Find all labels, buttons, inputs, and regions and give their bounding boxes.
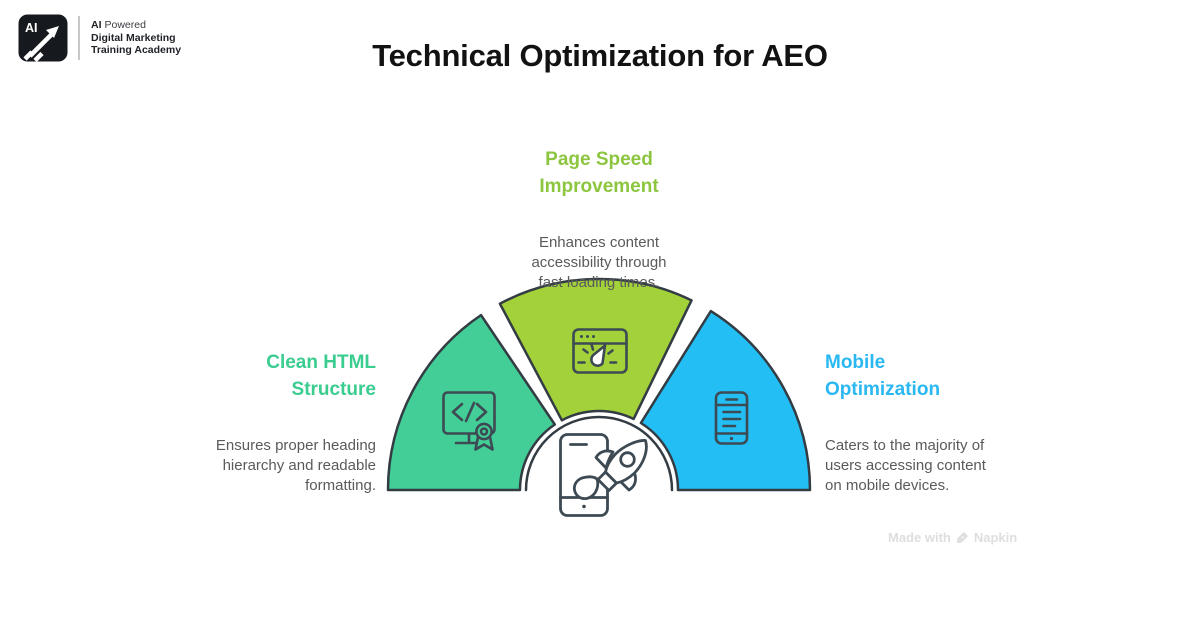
browser-speedometer-icon — [572, 328, 628, 374]
item-mobile: Mobile Optimization Caters to the majori… — [825, 331, 1045, 514]
watermark-prefix: Made with — [888, 530, 951, 545]
item-page-speed: Page Speed Improvement Enhances content … — [449, 128, 749, 311]
arrow-growth-icon: AI — [18, 14, 68, 62]
brand-text: AI Powered Digital Marketing Training Aca… — [91, 19, 181, 57]
brand-logo: AI AI Powered Digital Marketing Training … — [18, 14, 181, 62]
pen-icon — [956, 531, 968, 544]
item-desc-clean-html: Ensures proper heading hierarchy and rea… — [215, 437, 376, 494]
item-title-page-speed: Page Speed Improvement — [539, 149, 659, 197]
brand-line-3: Training Academy — [91, 44, 182, 57]
segment-mobile — [639, 309, 812, 492]
page-title: Technical Optimization for AEO — [372, 38, 828, 73]
code-certificate-icon — [442, 391, 496, 451]
napkin-watermark: Made with Napkin — [888, 530, 1017, 545]
item-desc-mobile: Caters to the majority of users accessin… — [825, 437, 986, 494]
segment-clean-html — [386, 313, 557, 492]
brand-divider — [78, 16, 80, 60]
brand-badge-text: AI — [25, 21, 38, 35]
brand-line-1: AI Powered — [91, 19, 181, 32]
phone-rocket-launch-icon — [559, 433, 648, 517]
segment-page-speed — [498, 277, 693, 422]
brand-ai-label: AI — [91, 19, 102, 32]
watermark-brand: Napkin — [973, 530, 1018, 545]
item-clean-html: Clean HTML Structure Ensures proper head… — [156, 331, 376, 514]
item-title-mobile: Mobile Optimization — [825, 352, 941, 400]
inner-hub-outline — [524, 415, 674, 492]
item-title-clean-html: Clean HTML Structure — [266, 352, 376, 400]
brand-line-2: Digital Marketing — [91, 31, 176, 44]
smartphone-icon — [714, 391, 749, 445]
brand-powered-label: Powered — [104, 19, 146, 32]
item-desc-page-speed: Enhances content accessibility through f… — [531, 234, 667, 291]
